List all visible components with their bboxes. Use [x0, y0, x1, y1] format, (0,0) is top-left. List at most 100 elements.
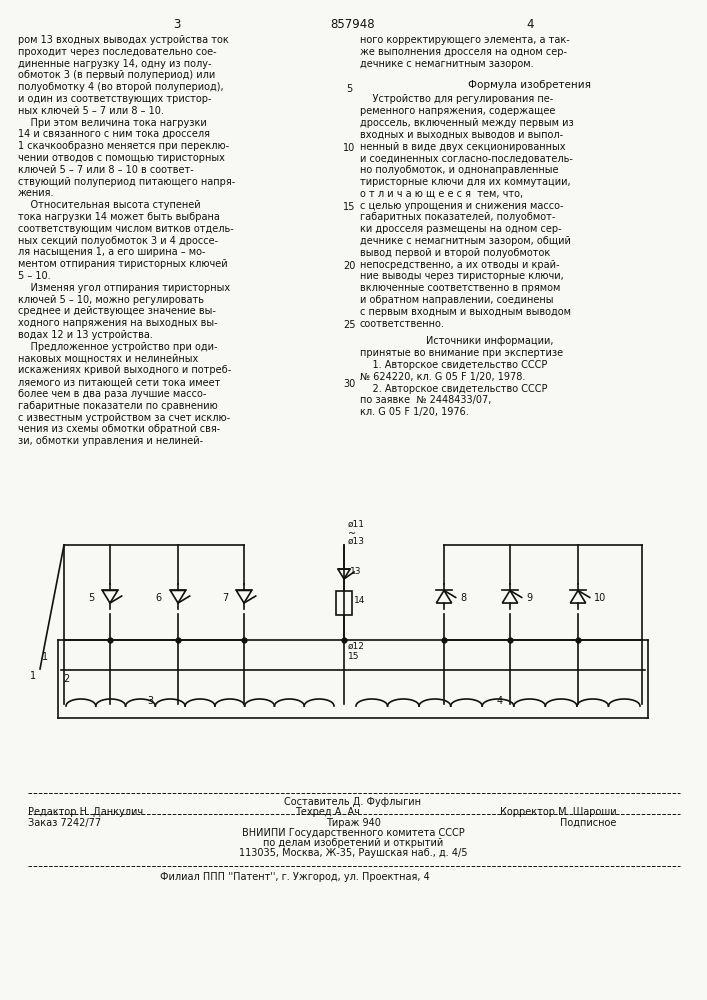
Text: включенные соответственно в прямом: включенные соответственно в прямом [360, 283, 561, 293]
Text: ходного напряжения на выходных вы-: ходного напряжения на выходных вы- [18, 318, 218, 328]
Text: 3: 3 [147, 696, 153, 706]
Text: наковых мощностях и нелинейных: наковых мощностях и нелинейных [18, 354, 198, 364]
Text: 1 скачкообразно меняется при переклю-: 1 скачкообразно меняется при переклю- [18, 141, 229, 151]
Text: 6: 6 [156, 593, 162, 603]
Text: проходит через последовательно сое-: проходит через последовательно сое- [18, 47, 216, 57]
Text: ментом отпирания тиристорных ключей: ментом отпирания тиристорных ключей [18, 259, 228, 269]
Text: 8: 8 [460, 593, 466, 603]
Text: с целью упрощения и снижения массо-: с целью упрощения и снижения массо- [360, 201, 563, 211]
Text: № 624220, кл. G 05 F 1/20, 1978.: № 624220, кл. G 05 F 1/20, 1978. [360, 372, 525, 382]
Text: же выполнения дросселя на одном сер-: же выполнения дросселя на одном сер- [360, 47, 567, 57]
Text: с первым входным и выходным выводом: с первым входным и выходным выводом [360, 307, 571, 317]
Text: 857948: 857948 [331, 18, 375, 31]
Text: 1. Авторское свидетельство СССР: 1. Авторское свидетельство СССР [360, 360, 547, 370]
Text: 15: 15 [348, 652, 359, 661]
Text: Изменяя угол отпирания тиристорных: Изменяя угол отпирания тиристорных [18, 283, 230, 293]
Text: тока нагрузки 14 может быть выбрана: тока нагрузки 14 может быть выбрана [18, 212, 220, 222]
Text: 2. Авторское свидетельство СССР: 2. Авторское свидетельство СССР [360, 384, 547, 394]
Text: 1: 1 [30, 671, 36, 681]
Text: с известным устройством за счет исклю-: с известным устройством за счет исклю- [18, 413, 230, 423]
Text: 5 – 10.: 5 – 10. [18, 271, 51, 281]
Text: 14 и связанного с ним тока дросселя: 14 и связанного с ним тока дросселя [18, 129, 210, 139]
Text: среднее и действующее значение вы-: среднее и действующее значение вы- [18, 306, 216, 316]
Text: 5: 5 [88, 593, 94, 603]
Text: диненные нагрузку 14, одну из полу-: диненные нагрузку 14, одну из полу- [18, 59, 211, 69]
Text: ненный в виде двух секционированных: ненный в виде двух секционированных [360, 142, 566, 152]
Text: ~: ~ [348, 529, 356, 539]
Text: Редактор Н. Данкулич: Редактор Н. Данкулич [28, 807, 143, 817]
Text: 3: 3 [173, 18, 181, 31]
Text: ние выводы через тиристорные ключи,: ние выводы через тиристорные ключи, [360, 271, 563, 281]
Text: Техред А. Ач: Техред А. Ач [295, 807, 360, 817]
Text: 10: 10 [594, 593, 606, 603]
Text: 30: 30 [343, 379, 355, 389]
Text: ля насыщения 1, а его ширина – мо-: ля насыщения 1, а его ширина – мо- [18, 247, 206, 257]
Text: 25: 25 [343, 320, 355, 330]
Text: обмоток 3 (в первый полупериод) или: обмоток 3 (в первый полупериод) или [18, 70, 215, 80]
Text: Устройство для регулирования пе-: Устройство для регулирования пе- [360, 94, 554, 104]
Text: непосредственно, а их отводы и край-: непосредственно, а их отводы и край- [360, 260, 559, 270]
Text: ключей 5 – 10, можно регулировать: ключей 5 – 10, можно регулировать [18, 295, 204, 305]
Text: 20: 20 [343, 261, 355, 271]
Text: чении отводов с помощью тиристорных: чении отводов с помощью тиристорных [18, 153, 225, 163]
Text: тиристорные ключи для их коммутации,: тиристорные ключи для их коммутации, [360, 177, 571, 187]
Text: 5: 5 [346, 84, 352, 94]
Text: по делам изобретений и открытий: по делам изобретений и открытий [263, 838, 443, 848]
Text: кл. G 05 F 1/20, 1976.: кл. G 05 F 1/20, 1976. [360, 407, 469, 417]
Text: более чем в два раза лучшие массо-: более чем в два раза лучшие массо- [18, 389, 206, 399]
Text: 10: 10 [343, 143, 355, 153]
Text: 113035, Москва, Ж-35, Раушская наб., д. 4/5: 113035, Москва, Ж-35, Раушская наб., д. … [239, 848, 467, 858]
Text: принятые во внимание при экспертизе: принятые во внимание при экспертизе [360, 348, 563, 358]
Text: ром 13 входных выводах устройства ток: ром 13 входных выводах устройства ток [18, 35, 229, 45]
Text: Тираж 940: Тираж 940 [325, 818, 380, 828]
Text: При этом величина тока нагрузки: При этом величина тока нагрузки [18, 118, 206, 128]
Text: ствующий полупериод питающего напря-: ствующий полупериод питающего напря- [18, 177, 235, 187]
Text: Заказ 7242/77: Заказ 7242/77 [28, 818, 101, 828]
Text: вывод первой и второй полуобмоток: вывод первой и второй полуобмоток [360, 248, 550, 258]
Text: 14: 14 [354, 596, 366, 605]
Text: зи, обмотки управления и нелиней-: зи, обмотки управления и нелиней- [18, 436, 203, 446]
Text: дечнике с немагнитным зазором, общий: дечнике с немагнитным зазором, общий [360, 236, 571, 246]
Text: Предложенное устройство при оди-: Предложенное устройство при оди- [18, 342, 218, 352]
Text: полуобмотку 4 (во второй полупериод),: полуобмотку 4 (во второй полупериод), [18, 82, 223, 92]
Text: ВНИИПИ Государственного комитета СССР: ВНИИПИ Государственного комитета СССР [242, 828, 464, 838]
Text: Корректор М. Шароши: Корректор М. Шароши [500, 807, 617, 817]
Text: Формула изобретения: Формула изобретения [469, 80, 592, 90]
Text: Филиал ППП ''Патент'', г. Ужгород, ул. Проектная, 4: Филиал ППП ''Патент'', г. Ужгород, ул. П… [160, 872, 430, 882]
Text: водах 12 и 13 устройства.: водах 12 и 13 устройства. [18, 330, 153, 340]
Text: по заявке  № 2448433/07,: по заявке № 2448433/07, [360, 395, 491, 405]
Text: 7: 7 [222, 593, 228, 603]
Text: искажениях кривой выходного и потреб-: искажениях кривой выходного и потреб- [18, 365, 231, 375]
Text: 1: 1 [42, 652, 48, 662]
Text: но полуобмоток, и однонаправленные: но полуобмоток, и однонаправленные [360, 165, 559, 175]
Bar [336, 591, 352, 615]
Text: ных ключей 5 – 7 или 8 – 10.: ных ключей 5 – 7 или 8 – 10. [18, 106, 164, 116]
Text: и обратном направлении, соединены: и обратном направлении, соединены [360, 295, 554, 305]
Text: ø11: ø11 [348, 520, 365, 529]
Text: габаритные показатели по сравнению: габаритные показатели по сравнению [18, 401, 218, 411]
Text: 2: 2 [63, 674, 69, 684]
Text: ø12: ø12 [348, 642, 365, 651]
Text: жения.: жения. [18, 188, 54, 198]
Text: 15: 15 [343, 202, 355, 212]
Text: о т л и ч а ю щ е е с я  тем, что,: о т л и ч а ю щ е е с я тем, что, [360, 189, 523, 199]
Text: дечнике с немагнитным зазором.: дечнике с немагнитным зазором. [360, 59, 534, 69]
Text: Источники информации,: Источники информации, [426, 336, 554, 346]
Text: Подписное: Подписное [560, 818, 617, 828]
Text: соответственно.: соответственно. [360, 319, 445, 329]
Text: ø13: ø13 [348, 537, 365, 546]
Text: и соединенных согласно-последователь-: и соединенных согласно-последователь- [360, 153, 573, 163]
Text: и один из соответствующих тристор-: и один из соответствующих тристор- [18, 94, 211, 104]
Text: 9: 9 [526, 593, 532, 603]
Text: 4: 4 [526, 18, 534, 31]
Text: ляемого из питающей сети тока имеет: ляемого из питающей сети тока имеет [18, 377, 221, 387]
Text: габаритных показателей, полуобмот-: габаритных показателей, полуобмот- [360, 212, 556, 222]
Text: 13: 13 [350, 567, 361, 576]
Text: дроссель, включенный между первым из: дроссель, включенный между первым из [360, 118, 574, 128]
Text: ных секций полуобмоток 3 и 4 дроссе-: ных секций полуобмоток 3 и 4 дроссе- [18, 236, 218, 246]
Text: соответствующим числом витков отдель-: соответствующим числом витков отдель- [18, 224, 234, 234]
Text: ки дросселя размещены на одном сер-: ки дросселя размещены на одном сер- [360, 224, 561, 234]
Text: ключей 5 – 7 или 8 – 10 в соответ-: ключей 5 – 7 или 8 – 10 в соответ- [18, 165, 194, 175]
Text: чения из схемы обмотки обратной свя-: чения из схемы обмотки обратной свя- [18, 424, 221, 434]
Text: Относительная высота ступеней: Относительная высота ступеней [18, 200, 201, 210]
